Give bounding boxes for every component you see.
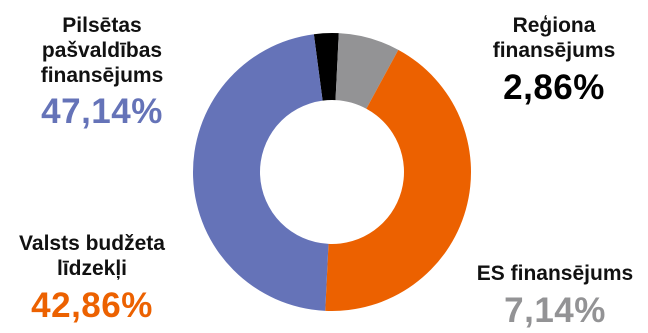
label-pilsetas-pasvaldibas: Pilsētas pašvaldības finansējums 47,14% bbox=[18, 14, 186, 133]
label-name-line: finansējums bbox=[492, 38, 616, 62]
label-valsts-budzeta: Valsts budžeta līdzekļi 42,86% bbox=[8, 232, 176, 326]
label-percent-valsts: 42,86% bbox=[31, 285, 153, 325]
label-percent-es: 7,14% bbox=[504, 290, 606, 330]
donut-slice-2 bbox=[325, 49, 471, 311]
donut-slice-1 bbox=[335, 33, 399, 109]
label-name-line: līdzekļi bbox=[56, 256, 128, 280]
label-name-line: Valsts budžeta bbox=[19, 232, 165, 255]
label-es-finansejums: ES finansējums 7,14% bbox=[470, 262, 640, 331]
label-percent-regiona: 2,86% bbox=[503, 67, 605, 107]
label-name-line: Reģiona bbox=[512, 14, 596, 37]
label-name-line: Pilsētas bbox=[62, 14, 142, 37]
donut-slice-0 bbox=[313, 32, 339, 101]
label-name-line: ES finansējums bbox=[476, 262, 634, 285]
label-name-line: finansējums bbox=[40, 63, 164, 87]
label-name-line: pašvaldības bbox=[41, 38, 163, 62]
label-regiona-finansejums: Reģiona finansējums 2,86% bbox=[474, 14, 634, 108]
label-percent-pilsetas: 47,14% bbox=[41, 92, 163, 132]
donut-slice-3 bbox=[193, 34, 329, 311]
